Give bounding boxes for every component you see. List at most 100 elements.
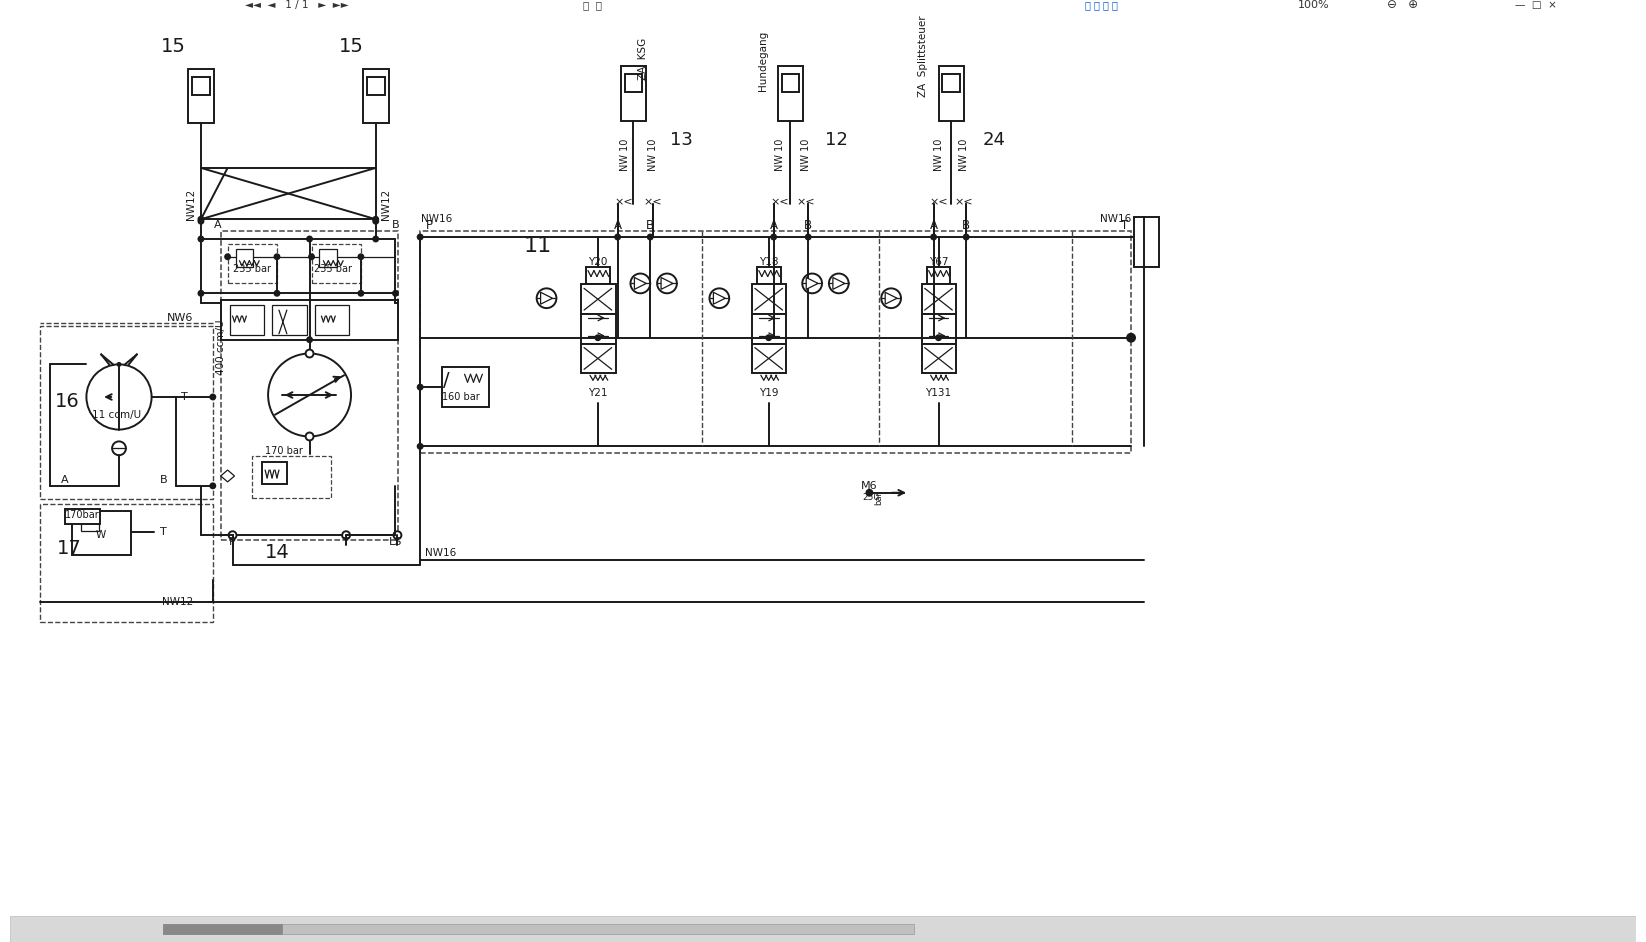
Circle shape	[308, 253, 314, 260]
Bar	[621, 66, 647, 121]
Bar	[922, 284, 956, 314]
Text: NW12: NW12	[186, 188, 196, 220]
Circle shape	[112, 442, 125, 455]
Circle shape	[416, 383, 423, 391]
Text: T: T	[181, 392, 188, 402]
Bar	[188, 69, 214, 123]
Circle shape	[306, 432, 313, 441]
Bar	[362, 69, 388, 123]
Text: NW6: NW6	[166, 313, 193, 323]
Circle shape	[342, 531, 351, 539]
Text: 170bar: 170bar	[66, 511, 100, 520]
Bar	[10, 917, 1636, 942]
Polygon shape	[540, 292, 553, 304]
Circle shape	[229, 531, 237, 539]
Circle shape	[209, 482, 216, 489]
Circle shape	[392, 290, 398, 297]
Bar	[752, 314, 787, 344]
Circle shape	[881, 288, 900, 308]
Bar	[221, 231, 398, 540]
Text: P: P	[426, 219, 433, 232]
Circle shape	[273, 290, 280, 297]
Text: Y19: Y19	[759, 388, 779, 398]
Text: NW 10: NW 10	[619, 138, 629, 171]
Circle shape	[614, 234, 621, 240]
Text: 14: 14	[265, 544, 290, 562]
Text: 15: 15	[339, 37, 364, 56]
Circle shape	[372, 218, 379, 225]
Bar	[752, 344, 787, 373]
Circle shape	[357, 253, 364, 260]
Bar	[314, 305, 349, 334]
Bar	[311, 244, 360, 284]
Text: P: P	[229, 537, 235, 547]
Circle shape	[87, 365, 151, 430]
Text: 11 ccm/U: 11 ccm/U	[92, 410, 142, 420]
Circle shape	[273, 253, 280, 260]
Bar	[64, 509, 100, 525]
Bar	[782, 74, 800, 92]
Bar	[272, 305, 306, 334]
Text: Y67: Y67	[928, 257, 948, 267]
Text: Y131: Y131	[925, 388, 951, 398]
Text: T: T	[160, 528, 168, 537]
Bar	[82, 517, 99, 531]
Polygon shape	[886, 292, 897, 304]
Bar	[922, 344, 956, 373]
Circle shape	[805, 234, 811, 240]
Bar	[938, 66, 965, 121]
Text: B: B	[963, 219, 969, 232]
Bar	[777, 66, 803, 121]
Text: NW 10: NW 10	[960, 138, 969, 171]
Bar	[757, 267, 780, 284]
Circle shape	[765, 334, 772, 341]
Bar	[943, 74, 960, 92]
Circle shape	[306, 336, 313, 343]
Text: A: A	[214, 220, 222, 230]
Bar	[441, 367, 489, 407]
Text: 100%: 100%	[1299, 0, 1330, 10]
Circle shape	[930, 234, 937, 240]
Circle shape	[594, 334, 601, 341]
Circle shape	[198, 216, 204, 222]
Circle shape	[866, 489, 874, 496]
Text: 🖻 🖼 📷 🔍: 🖻 🖼 📷 🔍	[1085, 0, 1118, 10]
Text: NW 10: NW 10	[933, 138, 943, 171]
Text: NW16: NW16	[1100, 214, 1131, 224]
Text: ×<: ×<	[614, 198, 632, 207]
Text: 💾  🗋: 💾 🗋	[583, 0, 602, 10]
Bar	[262, 463, 286, 484]
Circle shape	[709, 288, 729, 308]
Circle shape	[963, 234, 969, 240]
Text: M6: M6	[861, 480, 877, 491]
Bar	[1134, 218, 1159, 267]
Text: 15: 15	[161, 37, 186, 56]
Bar	[252, 456, 331, 497]
Bar	[319, 249, 337, 267]
Bar	[927, 267, 950, 284]
Text: 11: 11	[523, 236, 551, 256]
Bar	[581, 284, 616, 314]
Bar	[922, 314, 956, 344]
Circle shape	[416, 443, 423, 449]
Polygon shape	[713, 292, 726, 304]
Bar	[163, 924, 914, 934]
Text: A: A	[61, 475, 69, 485]
Bar	[420, 231, 1131, 453]
Text: ×<: ×<	[797, 198, 815, 207]
Text: NW12: NW12	[161, 597, 193, 608]
Circle shape	[802, 273, 821, 293]
Text: NW 10: NW 10	[775, 138, 785, 171]
Bar	[40, 504, 212, 622]
Circle shape	[198, 218, 204, 225]
Text: W: W	[95, 530, 107, 540]
Circle shape	[357, 290, 364, 297]
Text: B: B	[160, 475, 168, 485]
Bar	[40, 326, 212, 498]
Bar	[235, 249, 253, 267]
Text: Y18: Y18	[759, 257, 779, 267]
Text: ZA  KSG: ZA KSG	[639, 39, 649, 80]
Text: NW 10: NW 10	[802, 138, 811, 171]
Text: B: B	[647, 219, 653, 232]
Text: Hundegang: Hundegang	[757, 31, 767, 91]
